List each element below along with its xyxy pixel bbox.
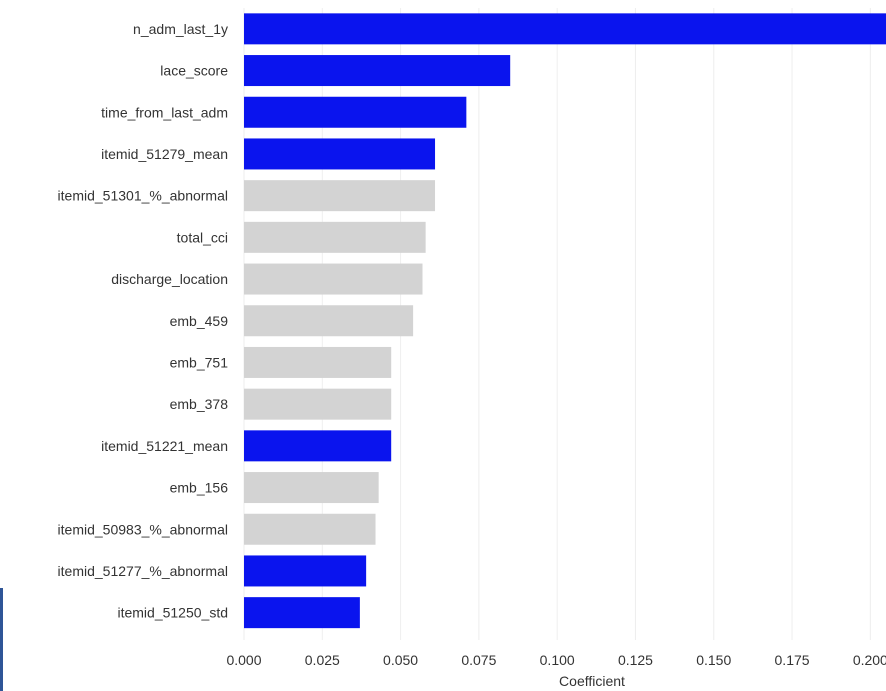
bar — [244, 472, 379, 504]
bar — [244, 430, 392, 462]
edge-accent — [0, 588, 3, 691]
category-label: itemid_51279_mean — [101, 146, 228, 162]
category-label: itemid_51277_%_abnormal — [58, 563, 228, 579]
bar — [244, 263, 423, 295]
bar — [244, 305, 414, 337]
x-tick-label: 0.200 — [853, 652, 886, 668]
bar — [244, 221, 426, 253]
category-label: itemid_51221_mean — [101, 438, 228, 454]
x-tick-label: 0.050 — [383, 652, 418, 668]
category-labels: n_adm_last_1y lace_score time_from_last_ad… — [58, 21, 229, 621]
category-label: emb_459 — [170, 313, 229, 329]
bar — [244, 13, 886, 45]
category-label: itemid_50983_%_abnormal — [58, 521, 228, 537]
category-label: emb_156 — [170, 480, 229, 496]
bar — [244, 346, 392, 378]
category-label: time_from_last_adm — [101, 104, 228, 120]
category-label: itemid_51250_std — [117, 605, 228, 621]
category-label: discharge_location — [111, 271, 228, 287]
x-tick-label: 0.125 — [618, 652, 653, 668]
x-tick-labels: 0.000 0.025 0.050 0.075 0.100 0.125 0.150 0.175… — [226, 652, 886, 668]
x-tick-label: 0.025 — [305, 652, 340, 668]
category-label: emb_378 — [170, 396, 229, 412]
category-label: lace_score — [160, 63, 228, 79]
x-tick-label: 0.175 — [775, 652, 810, 668]
bars — [244, 13, 886, 629]
x-tick-label: 0.000 — [226, 652, 261, 668]
bar — [244, 555, 367, 587]
category-label: total_cci — [177, 229, 228, 245]
x-tick-label: 0.075 — [461, 652, 496, 668]
bar — [244, 597, 360, 629]
bar — [244, 96, 467, 128]
bar — [244, 180, 436, 212]
category-label: n_adm_last_1y — [133, 21, 228, 37]
x-axis-title: Coefficient — [559, 673, 625, 689]
x-tick-label: 0.150 — [696, 652, 731, 668]
x-tick-label: 0.100 — [540, 652, 575, 668]
bar — [244, 138, 436, 170]
bar — [244, 55, 511, 87]
bar — [244, 513, 376, 545]
category-label: emb_751 — [170, 354, 229, 370]
bar — [244, 388, 392, 420]
category-label: itemid_51301_%_abnormal — [58, 188, 228, 204]
